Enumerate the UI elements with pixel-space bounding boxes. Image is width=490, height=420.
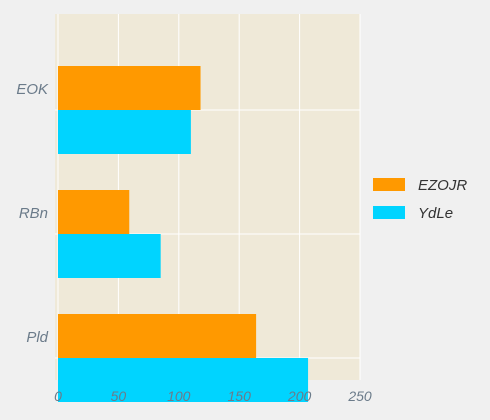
- x-axis-ticks: 0 50 100 150 200 250: [54, 388, 372, 404]
- legend-swatch: [373, 178, 405, 191]
- x-tick-label: 150: [228, 388, 252, 404]
- legend: EZOJR YdLe: [373, 177, 467, 222]
- x-tick-label: 200: [287, 388, 312, 404]
- bars: [58, 66, 309, 402]
- bar-EZOJR-EOK: [58, 66, 201, 110]
- x-tick-label: 100: [167, 388, 191, 404]
- bar-YdLe-EOK: [58, 110, 191, 154]
- bar-EZOJR-Pld: [58, 314, 257, 358]
- legend-label: YdLe: [418, 205, 453, 222]
- bar-YdLe-Pld: [58, 358, 309, 402]
- bar-YdLe-RBn: [58, 234, 161, 278]
- category-label: RBn: [19, 205, 48, 222]
- x-tick-label: 50: [111, 388, 127, 404]
- legend-label: EZOJR: [418, 177, 467, 194]
- legend-swatch: [373, 206, 405, 219]
- bar-EZOJR-RBn: [58, 190, 130, 234]
- category-label: EOK: [16, 81, 49, 98]
- y-axis-categories: EOK RBn Pld: [16, 81, 49, 346]
- category-label: Pld: [26, 329, 48, 346]
- x-tick-label: 0: [54, 388, 62, 404]
- x-tick-label: 250: [347, 388, 372, 404]
